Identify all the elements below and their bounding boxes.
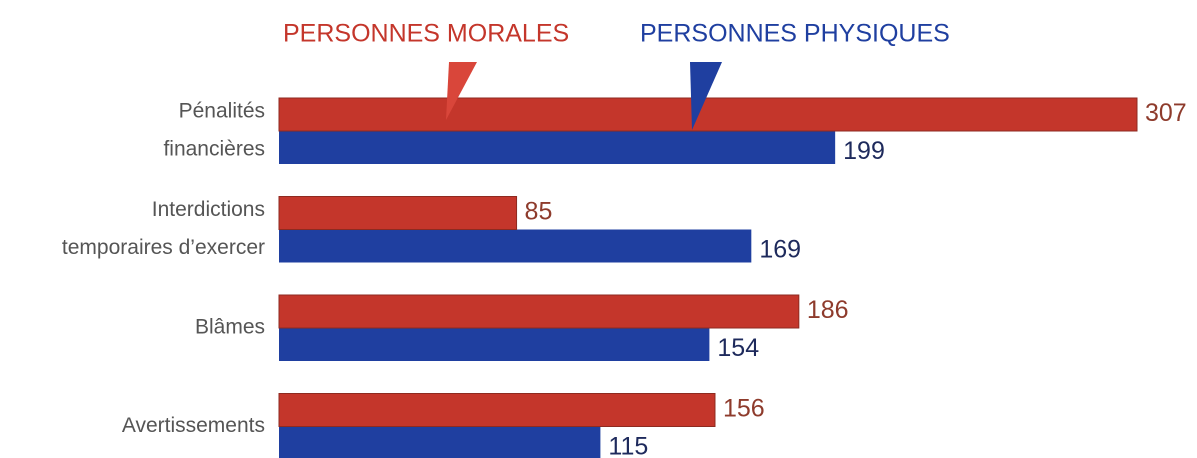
- category-label: Blâmes: [195, 316, 265, 339]
- category-label: temporaires d’exercer: [62, 236, 265, 259]
- bar: [278, 196, 518, 230]
- value-label: 186: [807, 296, 849, 324]
- category-label: financières: [163, 138, 265, 161]
- bar: [279, 131, 836, 164]
- legend-label: PERSONNES PHYSIQUES: [640, 20, 950, 48]
- bar: [279, 426, 601, 458]
- value-label: 199: [843, 137, 885, 165]
- legend-pointer: [690, 62, 722, 130]
- value-label: 307: [1145, 99, 1187, 127]
- value-label: 154: [717, 334, 759, 362]
- legend-pointer: [446, 62, 477, 120]
- bar: [278, 294, 800, 329]
- bar: [279, 328, 710, 361]
- bar: [279, 229, 752, 263]
- bar: [278, 97, 1138, 132]
- value-label: 115: [608, 433, 648, 458]
- bar: [278, 393, 716, 427]
- category-label: Avertissements: [122, 414, 265, 437]
- category-label: Interdictions: [152, 198, 265, 221]
- value-label: 156: [723, 395, 765, 423]
- value-label: 169: [759, 236, 801, 264]
- legend-label: PERSONNES MORALES: [283, 20, 569, 48]
- value-label: 85: [525, 198, 553, 226]
- category-label: Pénalités: [179, 100, 265, 123]
